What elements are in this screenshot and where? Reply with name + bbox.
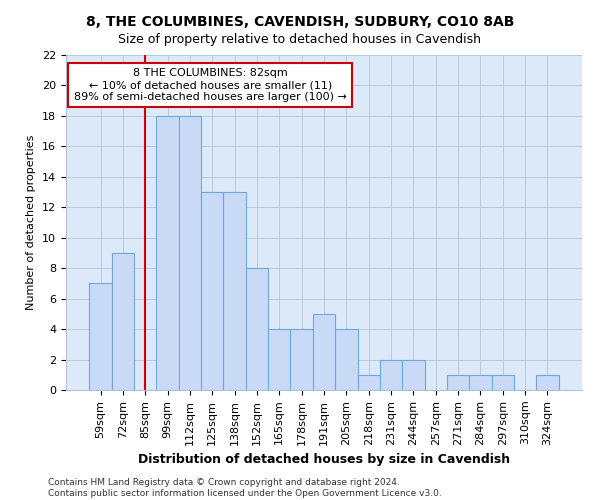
Bar	[223, 192, 246, 390]
Bar	[447, 375, 469, 390]
Text: Contains HM Land Registry data © Crown copyright and database right 2024.
Contai: Contains HM Land Registry data © Crown c…	[48, 478, 442, 498]
Y-axis label: Number of detached properties: Number of detached properties	[26, 135, 37, 310]
Bar	[290, 329, 313, 390]
Bar	[112, 253, 134, 390]
Bar	[157, 116, 179, 390]
Bar	[246, 268, 268, 390]
Bar	[89, 284, 112, 390]
Text: 8 THE COLUMBINES: 82sqm
← 10% of detached houses are smaller (11)
89% of semi-de: 8 THE COLUMBINES: 82sqm ← 10% of detache…	[74, 68, 347, 102]
Bar	[335, 329, 358, 390]
Bar	[313, 314, 335, 390]
Text: Size of property relative to detached houses in Cavendish: Size of property relative to detached ho…	[119, 32, 482, 46]
Bar	[536, 375, 559, 390]
Bar	[358, 375, 380, 390]
Bar	[201, 192, 223, 390]
Bar	[469, 375, 491, 390]
Bar	[268, 329, 290, 390]
X-axis label: Distribution of detached houses by size in Cavendish: Distribution of detached houses by size …	[138, 453, 510, 466]
Bar	[380, 360, 402, 390]
Text: 8, THE COLUMBINES, CAVENDISH, SUDBURY, CO10 8AB: 8, THE COLUMBINES, CAVENDISH, SUDBURY, C…	[86, 15, 514, 29]
Bar	[179, 116, 201, 390]
Bar	[402, 360, 425, 390]
Bar	[491, 375, 514, 390]
